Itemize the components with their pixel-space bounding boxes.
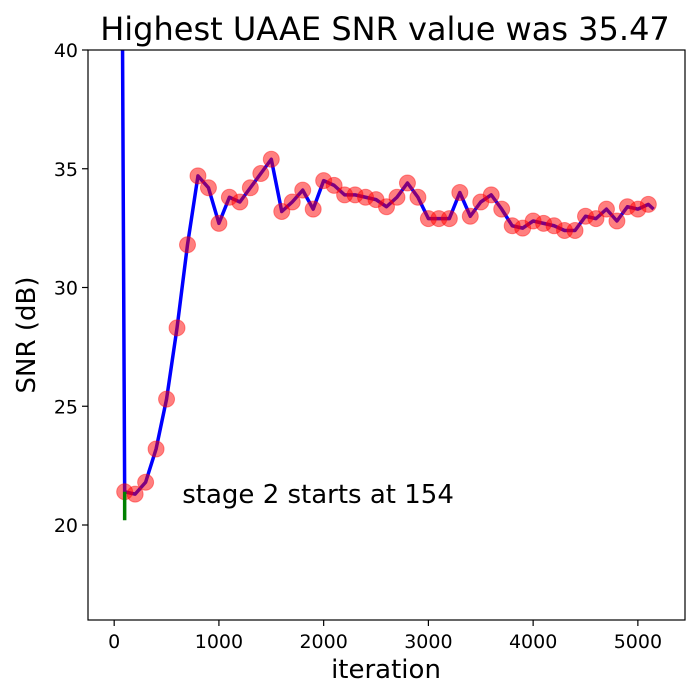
y-tick-label: 30 — [54, 278, 78, 300]
data-point — [210, 214, 228, 232]
data-point — [252, 165, 270, 182]
data-point — [398, 174, 416, 192]
y-axis: 20 25 30 35 40 — [54, 40, 88, 537]
data-point — [409, 188, 427, 206]
data-point — [388, 188, 406, 206]
x-tick-label: 5000 — [614, 631, 662, 653]
data-point — [189, 167, 207, 185]
data-point — [294, 181, 312, 199]
data-point — [168, 319, 186, 337]
x-axis: 0 1000 2000 3000 4000 5000 — [108, 620, 662, 653]
series-line-0 — [120, 50, 655, 496]
data-point — [482, 186, 500, 204]
data-point — [608, 212, 626, 230]
y-axis-label: SNR (dB) — [12, 277, 42, 394]
data-point — [231, 193, 249, 211]
y-tick-label: 20 — [54, 515, 78, 537]
data-point — [566, 222, 584, 239]
data-point — [493, 200, 511, 218]
x-tick-label: 1000 — [195, 631, 243, 653]
data-point — [304, 200, 322, 218]
data-point — [179, 236, 196, 254]
data-point — [147, 440, 165, 458]
data-point — [283, 193, 301, 211]
data-point — [241, 179, 259, 197]
data-point — [137, 473, 155, 491]
y-tick-label: 25 — [54, 396, 78, 418]
y-tick-label: 35 — [54, 159, 78, 181]
data-point — [126, 485, 144, 503]
x-tick-label: 2000 — [299, 631, 347, 653]
data-point — [639, 195, 657, 213]
data-point — [378, 198, 395, 216]
data-point — [451, 184, 469, 201]
plot-frame — [87, 49, 686, 621]
x-axis-label: iteration — [331, 655, 441, 685]
data-point — [325, 176, 343, 194]
plot-area — [116, 50, 657, 521]
data-point — [199, 179, 217, 197]
x-tick-label: 4000 — [509, 631, 557, 653]
data-point — [273, 203, 291, 220]
stage-annotation: stage 2 starts at 154 — [182, 480, 454, 510]
x-tick-label: 0 — [108, 631, 120, 653]
data-point — [587, 210, 605, 228]
data-point — [158, 390, 176, 408]
chart-title: Highest UAAE SNR value was 35.47 — [100, 10, 670, 48]
data-point — [440, 210, 458, 228]
data-point — [597, 200, 615, 218]
data-point — [262, 150, 280, 168]
data-point — [461, 207, 479, 225]
x-tick-label: 3000 — [404, 631, 452, 653]
y-tick-label: 40 — [54, 40, 78, 62]
